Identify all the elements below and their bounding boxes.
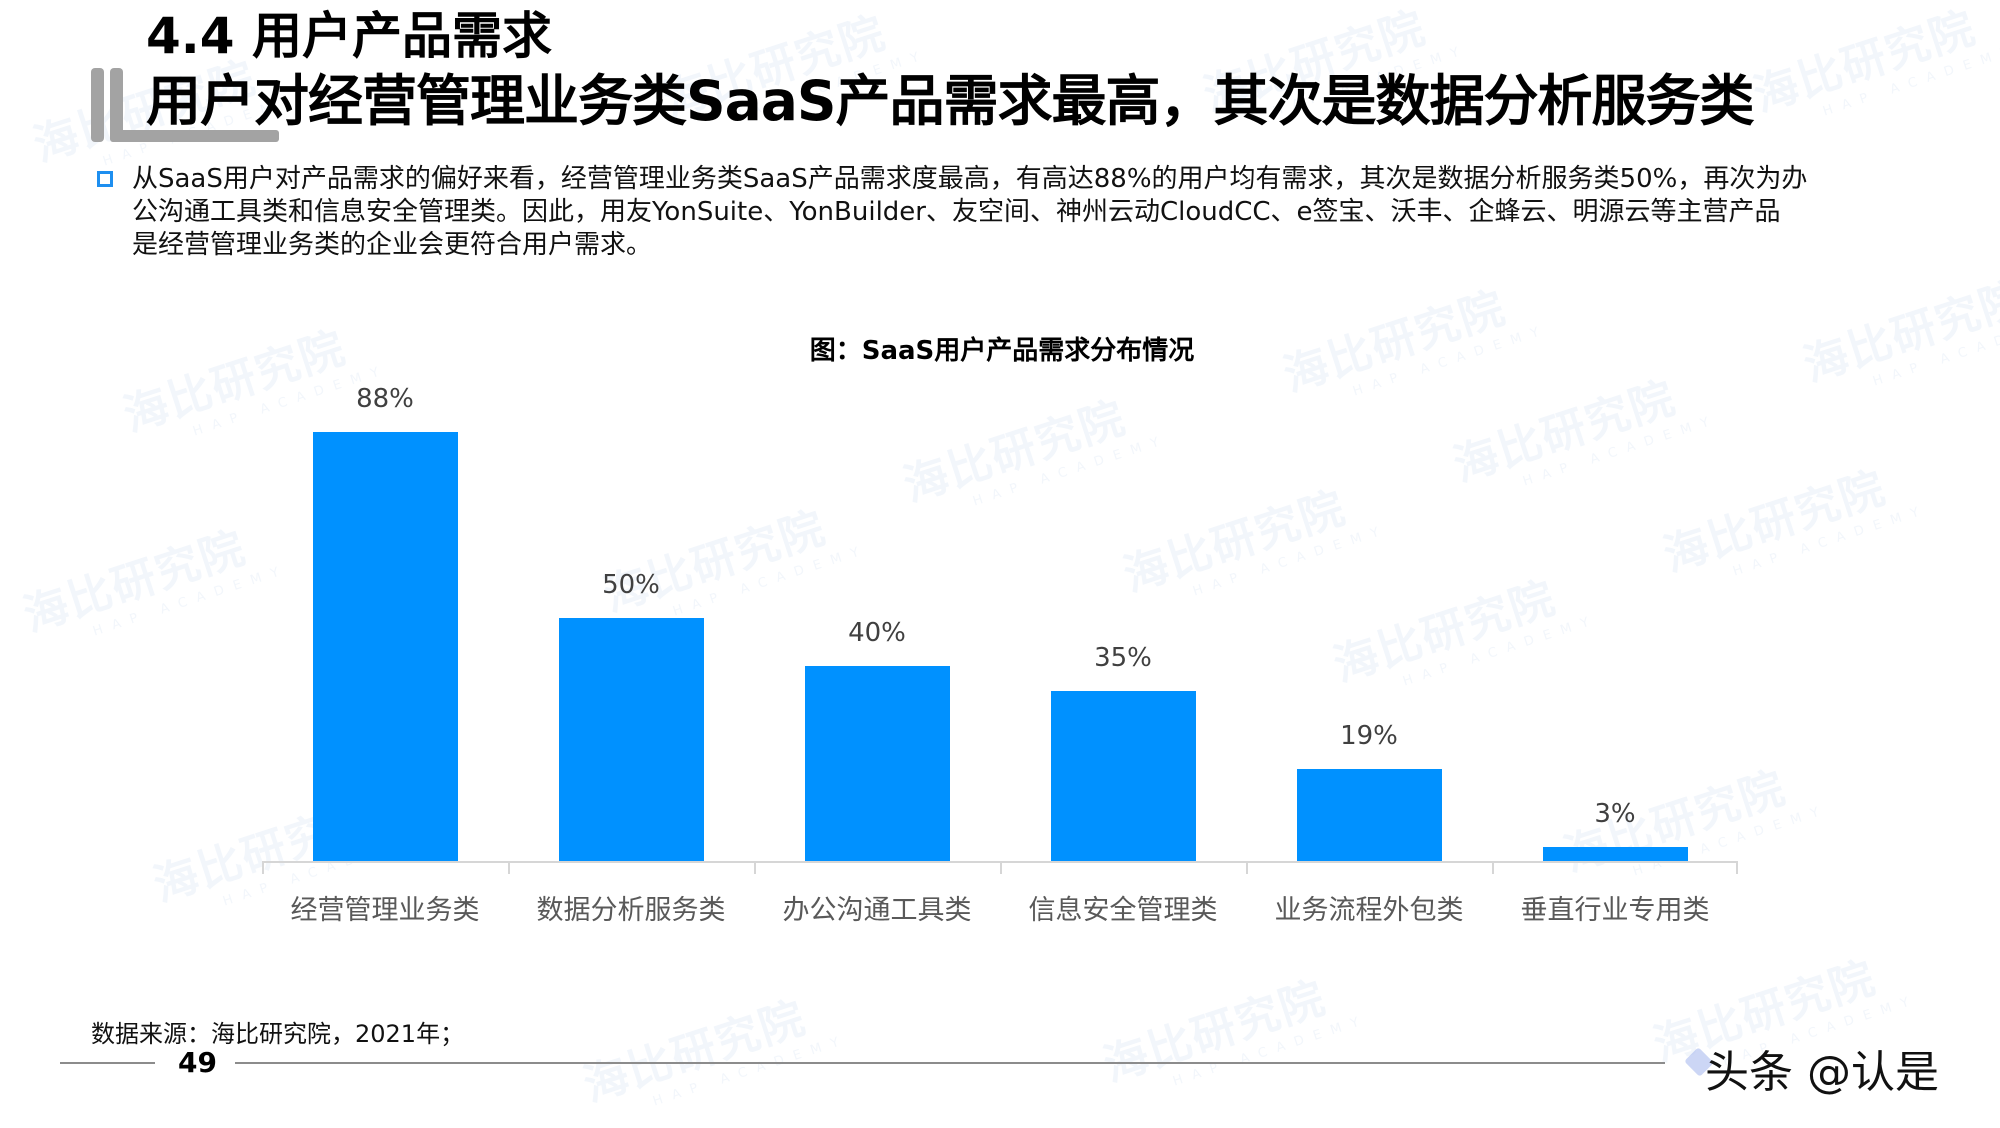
- bar-group: 50%: [508, 380, 754, 862]
- x-axis-tick: [262, 861, 264, 874]
- author-credit-watermark: 头条 @认是: [1705, 1047, 1939, 1098]
- data-source-note: 数据来源：海比研究院，2021年；: [91, 1020, 465, 1048]
- bar-value-label: 40%: [848, 618, 906, 648]
- x-axis-category-label: 垂直行业专用类: [1520, 895, 1710, 926]
- watermark: 海比研究院 HAP ACADEMY: [577, 992, 851, 1112]
- hollow-square-bullet-icon: [97, 171, 113, 187]
- x-axis-category-label: 办公沟通工具类: [782, 895, 972, 926]
- x-axis-category-label: 经营管理业务类: [290, 895, 480, 926]
- bar-value-label: 19%: [1340, 721, 1398, 751]
- bar: [805, 666, 950, 862]
- x-axis-tick: [508, 861, 510, 874]
- bar: [1297, 769, 1442, 862]
- x-axis-tick: [1736, 861, 1738, 874]
- section-title: 4.4 用户产品需求: [146, 7, 552, 65]
- body-line: 是经营管理业务类的企业会更符合用户需求。: [132, 230, 653, 260]
- body-line: 公沟通工具类和信息安全管理类。因此，用友YonSuite、YonBuilder、…: [132, 197, 1781, 227]
- page-number: 49: [178, 1046, 217, 1079]
- footer-divider: [235, 1062, 1665, 1064]
- chart-title: 图：SaaS用户产品需求分布情况: [809, 336, 1195, 366]
- bar-group: 88%: [262, 380, 508, 862]
- bar-group: 35%: [1000, 380, 1246, 862]
- x-axis-category-label: 数据分析服务类: [536, 895, 726, 926]
- bar: [313, 432, 458, 862]
- bar: [1051, 691, 1196, 862]
- x-axis-category-label: 信息安全管理类: [1028, 895, 1218, 926]
- bar-chart-plot-area: 88% 50% 40% 35% 19% 3%: [262, 380, 1738, 862]
- watermark: 海比研究院 HAP ACADEMY: [1747, 2, 2000, 122]
- bar-value-label: 50%: [602, 570, 660, 600]
- watermark: 海比研究院 HAP ACADEMY: [17, 522, 291, 642]
- x-axis-category-label: 业务流程外包类: [1274, 895, 1464, 926]
- x-axis-tick: [1246, 861, 1248, 874]
- page-headline: 用户对经营管理业务类SaaS产品需求最高，其次是数据分析服务类: [146, 69, 1754, 133]
- bar: [559, 618, 704, 862]
- watermark: 海比研究院 HAP ACADEMY: [1097, 972, 1371, 1092]
- x-axis-tick: [754, 861, 756, 874]
- footer-divider: [60, 1062, 155, 1064]
- body-line: 从SaaS用户对产品需求的偏好来看，经营管理业务类SaaS产品需求度最高，有高达…: [132, 164, 1808, 194]
- x-axis-tick: [1492, 861, 1494, 874]
- bar-value-label: 88%: [356, 384, 414, 414]
- bar: [1543, 847, 1688, 862]
- bar-group: 40%: [754, 380, 1000, 862]
- bar-group: 3%: [1492, 380, 1738, 862]
- bar-group: 19%: [1246, 380, 1492, 862]
- bar-value-label: 3%: [1594, 799, 1636, 829]
- bar-value-label: 35%: [1094, 643, 1152, 673]
- body-paragraph: 从SaaS用户对产品需求的偏好来看，经营管理业务类SaaS产品需求度最高，有高达…: [132, 163, 1912, 262]
- x-axis-tick: [1000, 861, 1002, 874]
